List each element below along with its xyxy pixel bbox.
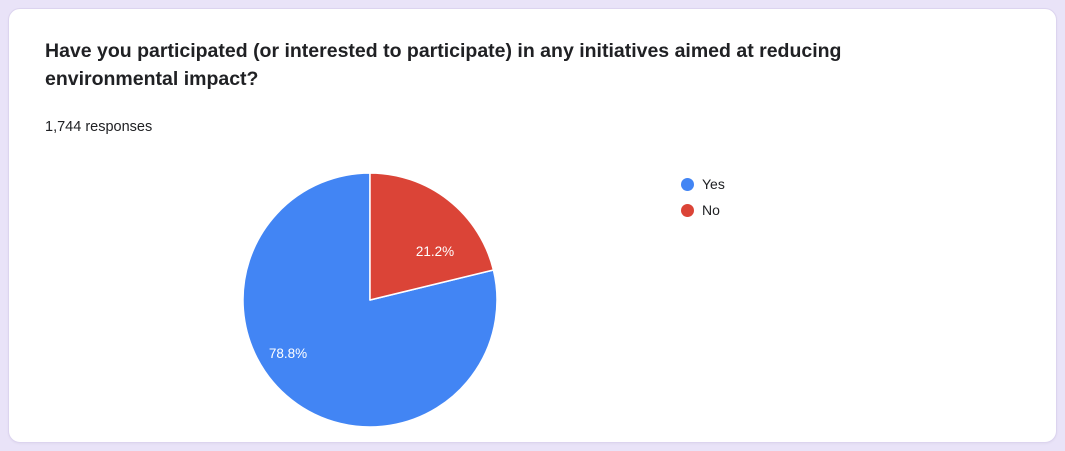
legend: Yes No	[681, 176, 725, 228]
pie-slice-no	[369, 172, 495, 301]
chart-card: Have you participated (or interested to …	[8, 8, 1057, 443]
pie-chart: 78.8% 21.2%	[239, 169, 501, 431]
slice-label-no: 21.2%	[416, 244, 454, 259]
question-title: Have you participated (or interested to …	[45, 40, 842, 91]
legend-dot-no-icon	[681, 203, 694, 217]
responses-count: 1,744 responses	[45, 119, 153, 135]
legend-label-no: No	[702, 202, 720, 218]
legend-item-no: No	[681, 202, 725, 218]
legend-dot-yes-icon	[681, 177, 694, 191]
legend-item-yes: Yes	[681, 176, 725, 192]
legend-label-yes: Yes	[702, 176, 725, 192]
slice-label-yes: 78.8%	[269, 346, 307, 361]
